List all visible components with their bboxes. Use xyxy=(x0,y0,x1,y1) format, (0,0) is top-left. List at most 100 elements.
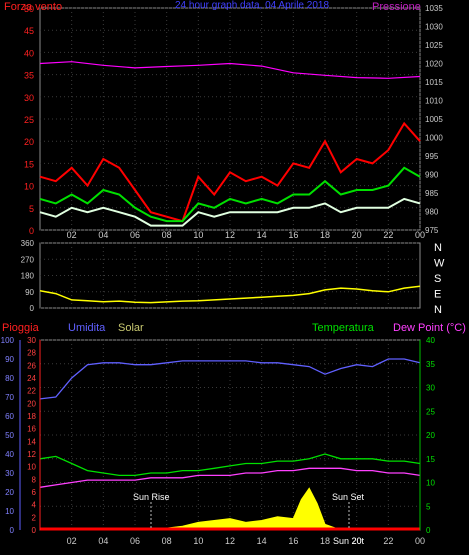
temp-panel-series xyxy=(39,358,421,531)
wind-tick-label: 40 xyxy=(24,48,34,58)
pressure-tick-label: 990 xyxy=(425,171,439,180)
wind-x-tick-label: 20 xyxy=(352,230,362,240)
wind-x-tick-label: 06 xyxy=(130,230,140,240)
temperature-tick-label: 30 xyxy=(426,384,435,393)
wind-x-ticks: 02 04 06 08 10 12 14 16 18 20 22 00 xyxy=(67,230,425,240)
rain-tick-label: 22 xyxy=(27,387,36,396)
rain-tick-label: 10 xyxy=(27,463,36,472)
humidity-tick-label: 90 xyxy=(5,355,14,364)
temperature-tick-label: 5 xyxy=(426,502,431,511)
wind-tick-label: 15 xyxy=(24,159,34,169)
wind-tick-label: 25 xyxy=(24,115,34,125)
rain-tick-label: 28 xyxy=(27,349,36,358)
pressure-right-ticks: 975 980 985 990 995 1000 1005 1010 1015 1020 1025 1… xyxy=(425,4,443,235)
wind-tick-label: 30 xyxy=(24,93,34,103)
rain-label: Pioggia xyxy=(2,322,40,334)
wind-series-line xyxy=(39,121,421,223)
direction-tick-label: 270 xyxy=(21,255,35,264)
pressure-tick-label: 1035 xyxy=(425,4,443,13)
rain-tick-label: 14 xyxy=(27,437,36,446)
wind-x-tick-label: 22 xyxy=(383,230,393,240)
pressure-tick-label: 1020 xyxy=(425,60,443,69)
temp-x-ticks: 02 04 06 08 10 12 14 16 18 20 22 00 xyxy=(67,536,425,546)
wind-panel-series xyxy=(39,61,421,227)
wind-tick-label: 5 xyxy=(29,204,34,214)
temp-x-tick-label: 18 xyxy=(320,536,330,546)
rain-tick-label: 20 xyxy=(27,399,36,408)
wind-x-tick-label: 00 xyxy=(415,230,425,240)
wind-tick-label: 50 xyxy=(24,4,34,14)
humidity-tick-label: 50 xyxy=(5,431,14,440)
compass-label: S xyxy=(434,273,441,285)
compass-label: E xyxy=(434,289,441,301)
rain-tick-label: 24 xyxy=(27,374,36,383)
wind-series-line xyxy=(39,61,421,79)
pressure-tick-label: 1000 xyxy=(425,134,443,143)
humidity-tick-label: 70 xyxy=(5,393,14,402)
compass-label: W xyxy=(434,258,445,270)
temp-x-tick-label: 02 xyxy=(67,536,77,546)
sun-annotation-overlap: Sun 20t xyxy=(333,536,365,546)
wind-x-tick-label: 18 xyxy=(320,230,330,240)
wind-x-tick-label: 10 xyxy=(193,230,203,240)
pressure-tick-label: 985 xyxy=(425,189,439,198)
temp-x-tick-label: 22 xyxy=(383,536,393,546)
temp-x-tick-label: 08 xyxy=(162,536,172,546)
wind-x-tick-label: 12 xyxy=(225,230,235,240)
temperature-tick-label: 0 xyxy=(426,526,431,535)
rain-tick-label: 6 xyxy=(32,488,37,497)
pressure-tick-label: 1030 xyxy=(425,23,443,32)
rain-tick-label: 0 xyxy=(32,526,37,535)
wind-x-tick-label: 04 xyxy=(98,230,108,240)
temperature-ticks: 0 5 10 15 20 25 30 35 40 xyxy=(426,336,435,535)
rain-tick-label: 30 xyxy=(27,336,36,345)
temp-series-line xyxy=(39,467,421,488)
chart-title: 24 hour graph data, 04 Aprile 2018 xyxy=(175,0,329,11)
rain-tick-label: 2 xyxy=(32,513,37,522)
pressure-tick-label: 1025 xyxy=(425,41,443,50)
pressure-tick-label: 995 xyxy=(425,152,439,161)
humidity-tick-label: 0 xyxy=(10,526,15,535)
humidity-tick-label: 10 xyxy=(5,507,14,516)
direction-tick-label: 0 xyxy=(30,304,35,313)
direction-tick-label: 180 xyxy=(21,272,35,281)
humidity-tick-label: 20 xyxy=(5,488,14,497)
temperature-tick-label: 35 xyxy=(426,360,435,369)
pressure-tick-label: 1010 xyxy=(425,97,443,106)
wind-left-ticks: 0 5 10 15 20 25 30 35 40 45 50 xyxy=(24,4,34,236)
wind-x-tick-label: 14 xyxy=(257,230,267,240)
temperature-tick-label: 10 xyxy=(426,479,435,488)
rain-tick-label: 4 xyxy=(32,501,37,510)
sunrise-annotation: Sun Rise xyxy=(133,492,170,502)
humidity-ticks: 0 10 20 30 40 50 60 70 80 90 100 xyxy=(1,336,15,535)
solar-label: Solar xyxy=(118,322,144,334)
pressure-tick-label: 1005 xyxy=(425,115,443,124)
pressure-tick-label: 975 xyxy=(425,226,439,235)
direction-tick-label: 90 xyxy=(25,288,34,297)
rain-tick-label: 12 xyxy=(27,450,36,459)
temp-x-tick-label: 20 xyxy=(352,536,362,546)
temperature-tick-label: 15 xyxy=(426,455,435,464)
wind-x-tick-label: 08 xyxy=(162,230,172,240)
rain-tick-label: 16 xyxy=(27,425,36,434)
temperature-tick-label: 40 xyxy=(426,336,435,345)
humidity-label: Umidita xyxy=(68,322,106,334)
wind-x-tick-label: 16 xyxy=(288,230,298,240)
wind-series-line xyxy=(39,166,421,223)
temp-x-tick-label: 14 xyxy=(257,536,267,546)
humidity-tick-label: 60 xyxy=(5,412,14,421)
temp-series-line xyxy=(39,358,421,400)
temp-x-tick-label: 06 xyxy=(130,536,140,546)
wind-tick-label: 45 xyxy=(24,26,34,36)
pressure-tick-label: 980 xyxy=(425,208,439,217)
compass-label: N xyxy=(434,304,442,316)
dewpoint-label: Dew Point (°C) xyxy=(393,322,466,334)
direction-left-ticks: 0 90 180 270 360 xyxy=(21,239,35,313)
sunset-annotation: Sun Set xyxy=(332,492,365,502)
humidity-tick-label: 100 xyxy=(1,336,15,345)
